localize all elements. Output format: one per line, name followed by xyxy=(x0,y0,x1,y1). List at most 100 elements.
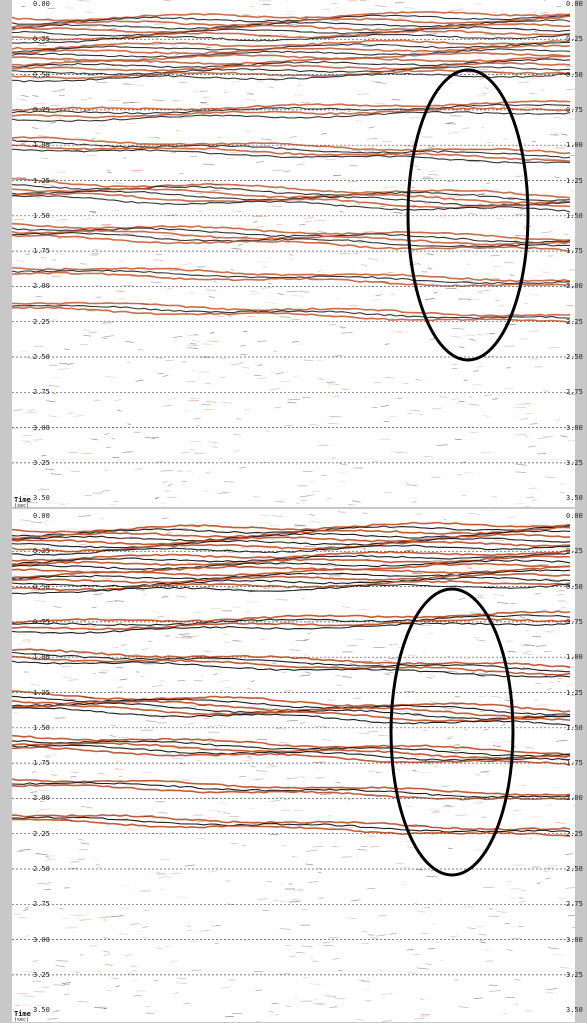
noise-stroke xyxy=(508,651,516,652)
noise-stroke xyxy=(224,92,227,93)
noise-stroke xyxy=(548,948,558,949)
noise-stroke xyxy=(515,434,526,435)
noise-stroke xyxy=(285,1006,291,1007)
noise-stroke xyxy=(21,520,30,521)
noise-stroke xyxy=(189,292,195,293)
noise-stroke xyxy=(521,107,532,108)
time-tick-l-1.25: 1.25 xyxy=(33,690,50,697)
noise-stroke xyxy=(133,172,139,173)
noise-stroke xyxy=(473,998,483,999)
noise-stroke xyxy=(521,890,527,891)
time-tick-r-2.00: 2.00 xyxy=(566,795,583,802)
noise-stroke xyxy=(23,443,33,444)
noise-stroke xyxy=(277,147,282,148)
reflector-line xyxy=(12,193,570,208)
noise-stroke xyxy=(206,472,210,473)
noise-stroke xyxy=(228,315,232,317)
noise-stroke xyxy=(496,218,504,219)
noise-stroke xyxy=(115,769,124,770)
noise-stroke xyxy=(368,258,378,259)
noise-stroke xyxy=(455,193,460,194)
noise-stroke xyxy=(468,928,476,929)
noise-stroke xyxy=(193,418,200,419)
noise-stroke xyxy=(300,675,310,676)
seismic-image xyxy=(12,0,575,507)
noise-stroke xyxy=(258,899,268,900)
noise-stroke xyxy=(534,203,540,204)
noise-stroke xyxy=(235,788,239,789)
noise-stroke xyxy=(531,78,542,79)
noise-stroke xyxy=(35,811,39,812)
noise-stroke xyxy=(493,266,501,267)
noise-stroke xyxy=(355,1019,365,1021)
noise-stroke xyxy=(565,854,573,855)
noise-stroke xyxy=(384,674,391,675)
noise-stroke xyxy=(182,481,187,482)
noise-stroke xyxy=(181,546,186,547)
noise-stroke xyxy=(117,410,122,412)
noise-stroke xyxy=(515,980,520,981)
noise-stroke xyxy=(124,832,128,833)
noise-stroke xyxy=(232,1013,242,1014)
noise-stroke xyxy=(333,175,341,176)
noise-stroke xyxy=(19,849,30,850)
noise-stroke xyxy=(102,619,109,620)
noise-stroke xyxy=(201,676,205,677)
noise-stroke xyxy=(385,344,390,345)
noise-stroke xyxy=(91,829,97,830)
noise-stroke xyxy=(497,602,509,603)
time-tick-l-0.25: 0.25 xyxy=(33,36,50,43)
noise-stroke xyxy=(434,292,437,293)
noise-stroke xyxy=(354,900,361,901)
noise-stroke xyxy=(31,685,40,686)
time-tick-l-2.75: 2.75 xyxy=(33,901,50,908)
noise-stroke xyxy=(448,83,452,84)
noise-stroke xyxy=(420,625,432,626)
noise-stroke xyxy=(130,830,139,831)
noise-stroke xyxy=(111,210,119,211)
noise-stroke xyxy=(93,859,99,860)
noise-stroke xyxy=(282,828,293,829)
noise-stroke xyxy=(166,215,177,216)
time-tick-r-0.50: 0.50 xyxy=(566,584,583,591)
noise-stroke xyxy=(440,217,447,218)
noise-stroke xyxy=(304,655,308,656)
noise-stroke xyxy=(265,20,273,21)
noise-stroke xyxy=(297,164,305,165)
noise-stroke xyxy=(104,964,112,965)
noise-stroke xyxy=(92,607,97,608)
noise-stroke xyxy=(152,685,162,686)
noise-stroke xyxy=(405,315,409,316)
noise-stroke xyxy=(249,707,258,708)
noise-stroke xyxy=(516,711,526,712)
noise-stroke xyxy=(469,339,475,340)
noise-stroke xyxy=(81,843,90,844)
noise-stroke xyxy=(242,845,246,846)
noise-stroke xyxy=(111,725,116,726)
time-tick-l-3.25: 3.25 xyxy=(33,972,50,979)
noise-stroke xyxy=(161,859,170,860)
time-tick-r-0.75: 0.75 xyxy=(566,619,583,626)
noise-stroke xyxy=(255,226,264,227)
noise-stroke xyxy=(194,612,203,613)
noise-stroke xyxy=(287,24,298,25)
noise-stroke xyxy=(321,134,326,135)
noise-stroke xyxy=(22,641,31,642)
noise-stroke xyxy=(547,989,558,990)
noise-stroke xyxy=(281,35,289,36)
noise-stroke xyxy=(557,594,565,595)
noise-stroke xyxy=(278,294,284,295)
noise-stroke xyxy=(246,602,258,603)
time-tick-l-0.25: 0.25 xyxy=(33,548,50,555)
noise-stroke xyxy=(32,771,36,772)
noise-stroke xyxy=(219,803,227,804)
noise-stroke xyxy=(103,951,110,952)
noise-stroke xyxy=(134,85,144,86)
noise-stroke xyxy=(176,130,181,131)
noise-stroke xyxy=(113,183,124,184)
noise-stroke xyxy=(290,136,297,137)
noise-stroke xyxy=(310,424,320,425)
noise-stroke xyxy=(60,504,68,505)
time-tick-r-1.25: 1.25 xyxy=(566,178,583,185)
